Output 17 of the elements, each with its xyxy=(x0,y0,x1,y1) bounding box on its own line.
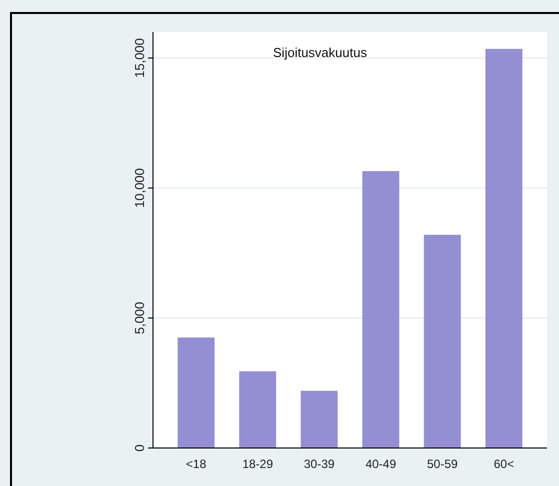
x-tick-label: 40-49 xyxy=(365,456,396,471)
x-tick-label: 50-59 xyxy=(426,456,458,471)
x-tick-label: 60< xyxy=(494,456,514,471)
x-tick-label: 18-29 xyxy=(242,456,274,471)
bar xyxy=(300,390,338,448)
bar xyxy=(178,338,215,448)
bar xyxy=(485,48,522,448)
bar xyxy=(239,371,276,448)
y-tick-label: 5,000 xyxy=(132,302,147,334)
y-tick-label: 10,000 xyxy=(132,168,147,208)
text: Sijoitusvakuutus xyxy=(273,45,368,60)
x-tick-label: 30-39 xyxy=(304,456,335,471)
bar xyxy=(362,171,400,448)
x-tick-label: <18 xyxy=(186,456,207,471)
y-tick-label: 0 xyxy=(132,444,147,452)
y-tick-label: 15,000 xyxy=(132,38,147,78)
bar xyxy=(424,234,461,448)
